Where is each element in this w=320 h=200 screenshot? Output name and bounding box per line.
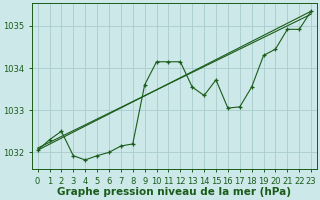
X-axis label: Graphe pression niveau de la mer (hPa): Graphe pression niveau de la mer (hPa) — [57, 187, 292, 197]
